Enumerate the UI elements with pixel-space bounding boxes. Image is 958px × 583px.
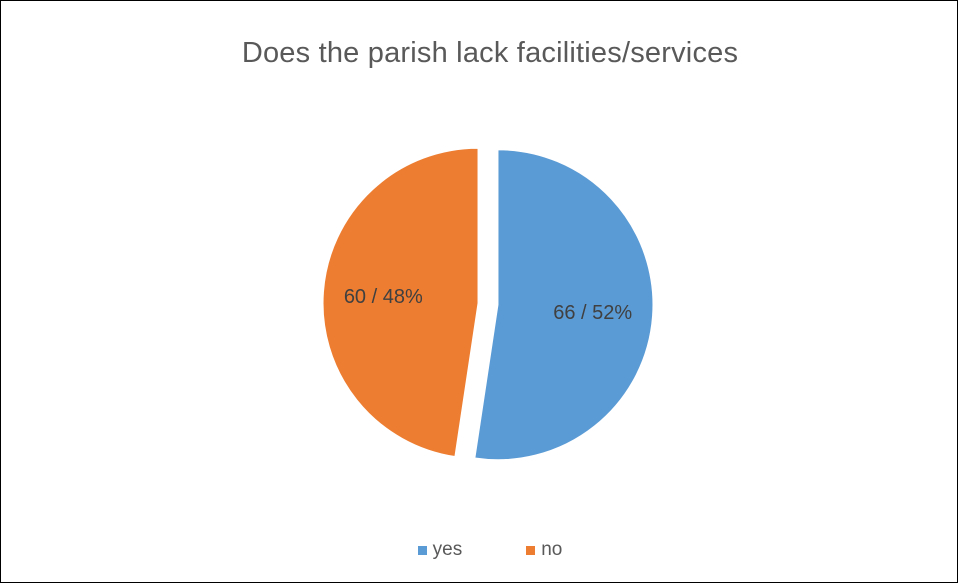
chart-title: Does the parish lack facilities/services xyxy=(241,37,739,69)
legend: yes no xyxy=(1,539,958,561)
legend-item-yes: yes xyxy=(417,539,463,561)
data-label-yes: 66 / 52% xyxy=(553,302,632,324)
data-label-no: 60 / 48% xyxy=(344,286,423,308)
pie-slice-no xyxy=(322,147,479,458)
legend-swatch-no xyxy=(526,545,536,555)
legend-swatch-yes xyxy=(417,545,427,555)
legend-item-no: no xyxy=(526,539,562,561)
legend-label-yes: yes xyxy=(432,539,463,560)
legend-label-no: no xyxy=(541,539,563,560)
pie-slice-yes xyxy=(474,149,654,461)
